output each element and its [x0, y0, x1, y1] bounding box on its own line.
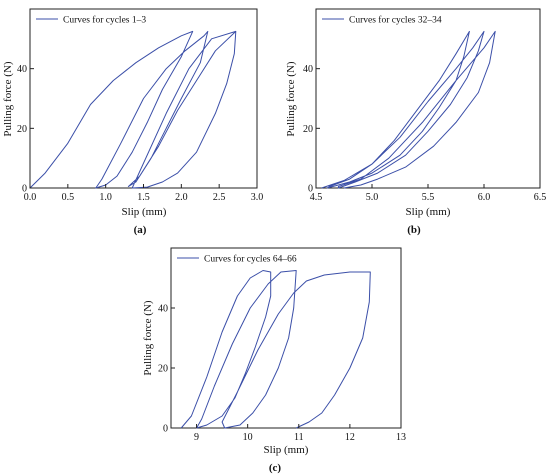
x-tick-label-a-6: 3.0 [251, 192, 264, 203]
x-tick-label-b-1: 5.0 [366, 192, 379, 203]
xlabel-c: Slip (mm) [264, 444, 309, 456]
x-tick-label-c-2: 11 [294, 432, 304, 443]
y-tick-label-a-2: 40 [17, 64, 27, 75]
x-tick-label-c-3: 12 [345, 432, 355, 443]
series-line-b-0 [321, 30, 496, 189]
ylabel-b: Pulling force (N) [285, 61, 297, 136]
plot-frame-c [170, 247, 402, 429]
x-tick-label-a-0: 0.0 [24, 192, 37, 203]
x-tick-label-b-4: 6.5 [534, 192, 547, 203]
x-tick-label-b-0: 4.5 [310, 192, 323, 203]
series-line-c-0 [180, 270, 371, 429]
panel-c: Curves for cycles 64–66 Pulling force (N… [142, 247, 406, 474]
x-tick-label-b-2: 5.5 [422, 192, 435, 203]
x-tick-label-a-4: 2.0 [175, 192, 188, 203]
y-tick-label-b-0: 0 [308, 184, 313, 195]
plot-frame-b [315, 8, 541, 189]
ylabel-c: Pulling force (N) [142, 300, 154, 375]
legend-text-b: Curves for cycles 32–34 [349, 15, 442, 26]
series-group-a [29, 30, 237, 189]
series-group-b [321, 30, 496, 189]
x-tick-label-a-3: 1.5 [137, 192, 150, 203]
y-tick-label-c-0: 0 [163, 424, 168, 435]
x-tick-label-a-1: 0.5 [62, 192, 75, 203]
xlabel-b: Slip (mm) [406, 206, 451, 218]
x-tick-label-a-5: 2.5 [213, 192, 226, 203]
legend-a: Curves for cycles 1–3 [36, 15, 146, 26]
x-tick-label-c-4: 13 [396, 432, 406, 443]
series-line-a-0 [29, 30, 237, 189]
legend-text-c: Curves for cycles 64–66 [204, 254, 297, 265]
y-tick-label-a-1: 20 [17, 124, 27, 135]
legend-text-a: Curves for cycles 1–3 [63, 15, 146, 26]
x-tick-label-c-0: 9 [194, 432, 199, 443]
x-tick-label-c-1: 10 [243, 432, 253, 443]
x-tick-label-a-2: 1.0 [99, 192, 112, 203]
legend-c: Curves for cycles 64–66 [177, 254, 297, 265]
y-tick-label-a-0: 0 [22, 184, 27, 195]
y-tick-label-c-1: 20 [158, 364, 168, 375]
xlabel-a: Slip (mm) [122, 206, 167, 218]
y-tick-label-c-2: 40 [158, 304, 168, 315]
panel-a: Curves for cycles 1–3 Pulling force (N) … [2, 8, 264, 236]
panel-label-b: (b) [407, 224, 421, 236]
y-tick-label-b-2: 40 [303, 64, 313, 75]
panel-label-c: (c) [269, 462, 282, 474]
panel-label-a: (a) [134, 224, 147, 236]
legend-b: Curves for cycles 32–34 [322, 15, 442, 26]
y-tick-label-b-1: 20 [303, 124, 313, 135]
series-group-c [180, 270, 371, 429]
ylabel-a: Pulling force (N) [2, 61, 14, 136]
panel-b: Curves for cycles 32–34 Pulling force (N… [285, 8, 547, 236]
x-tick-label-b-3: 6.0 [478, 192, 491, 203]
